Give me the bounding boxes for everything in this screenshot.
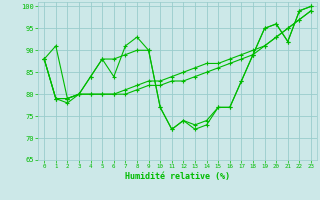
X-axis label: Humidité relative (%): Humidité relative (%) [125,172,230,181]
